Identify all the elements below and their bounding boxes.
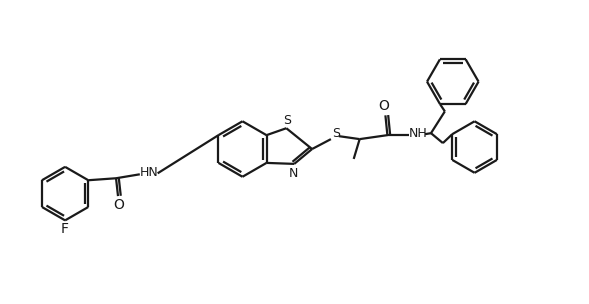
Text: S: S xyxy=(283,114,292,127)
Text: O: O xyxy=(378,99,389,113)
Text: O: O xyxy=(114,198,124,212)
Text: N: N xyxy=(289,167,298,180)
Text: HN: HN xyxy=(140,166,158,179)
Text: S: S xyxy=(332,127,340,140)
Text: F: F xyxy=(61,222,69,236)
Text: NH: NH xyxy=(409,127,428,140)
